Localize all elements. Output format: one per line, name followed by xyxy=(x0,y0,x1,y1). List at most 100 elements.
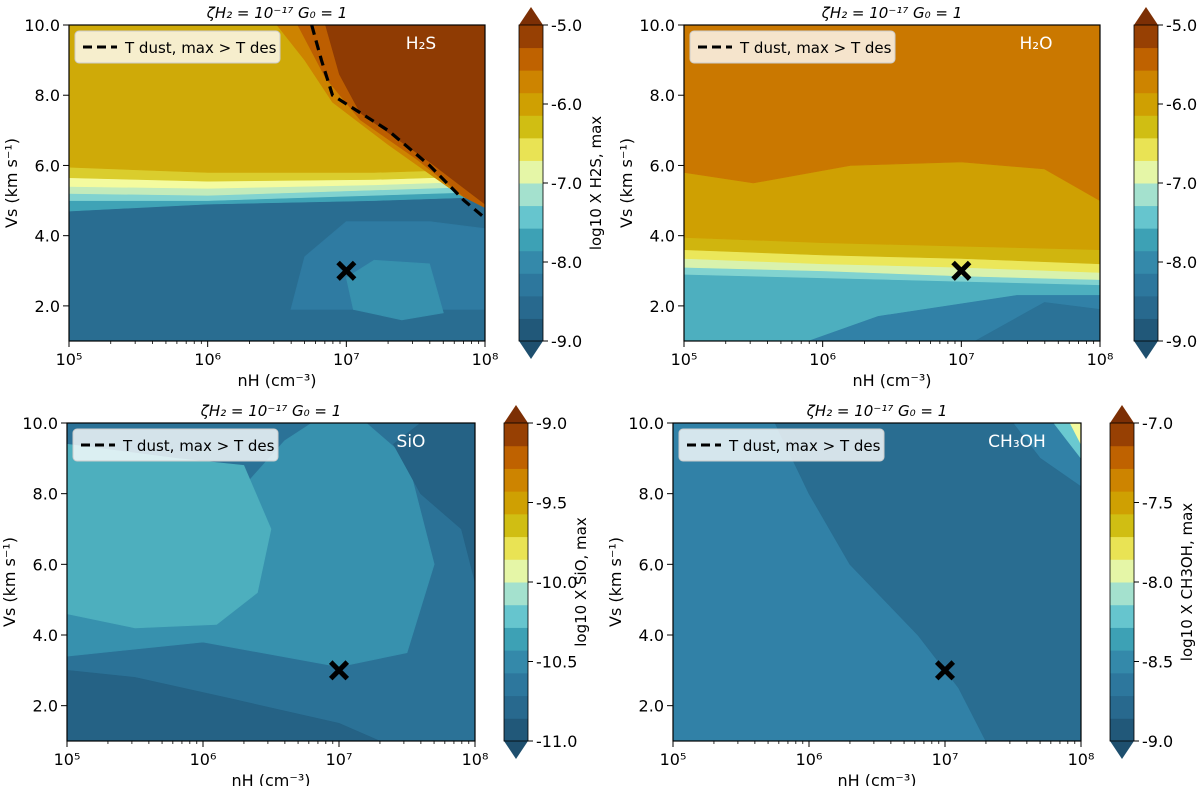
colorbar-tick-label: -9.0 xyxy=(1142,732,1173,751)
colorbar-band xyxy=(519,92,543,116)
y-tick-label: 2.0 xyxy=(639,697,664,716)
colorbar-band xyxy=(1110,559,1134,583)
colorbar-band xyxy=(504,604,528,628)
subplot-2: 10⁵ 10⁶ 10⁷ 10⁸ 2.0 4.0 6.0 8.0 10.0 ζH₂ = 10⁻¹⁷ … xyxy=(617,4,1197,390)
colorbar: -9.0 -8.0 -7.0 -6.0 -5.0 log10 X H2S, max xyxy=(518,7,605,359)
x-tick-label: 10⁸ xyxy=(472,350,499,369)
x-axis-label: nH (cm⁻³) xyxy=(853,371,932,390)
colorbar-band xyxy=(1134,295,1158,319)
legend: T dust, max > T des xyxy=(72,428,279,462)
contour-region-4 xyxy=(1069,423,1081,445)
y-tick-label: 4.0 xyxy=(33,626,58,645)
colorbar-tick-label: -7.0 xyxy=(1142,414,1173,433)
colorbar-band xyxy=(519,137,543,161)
colorbar-tick-label: -9.0 xyxy=(1166,332,1197,351)
colorbar-band xyxy=(1110,627,1134,651)
colorbar-band xyxy=(1110,491,1134,515)
y-tick-label: 10.0 xyxy=(22,414,58,433)
y-tick-label: 6.0 xyxy=(33,555,58,574)
colorbar-band xyxy=(1134,137,1158,161)
x-tick-label: 10⁷ xyxy=(333,350,360,369)
marker-x xyxy=(934,660,956,681)
molecule-label: SiO xyxy=(397,432,426,452)
x-tick-label: 10⁷ xyxy=(932,750,959,769)
subplot-1: 10⁵ 10⁶ 10⁷ 10⁸ 2.0 4.0 6.0 8.0 10.0 ζH₂ = 10⁻¹⁷ … xyxy=(2,4,605,390)
colorbar-band xyxy=(519,25,543,49)
colorbar-extend-bottom xyxy=(1134,341,1158,359)
x-axis-label: nH (cm⁻³) xyxy=(838,771,917,786)
colorbar-band xyxy=(1110,718,1134,742)
colorbar-band xyxy=(504,513,528,538)
colorbar-band xyxy=(1110,672,1134,697)
x-tick-label: 10⁵ xyxy=(660,750,687,769)
chart-title: ζH₂ = 10⁻¹⁷ G₀ = 1 xyxy=(821,4,963,22)
colorbar-band xyxy=(519,250,543,274)
y-tick-label: 8.0 xyxy=(33,485,58,504)
y-axis-label: Vs (km s⁻¹) xyxy=(0,537,19,627)
colorbar-band xyxy=(1134,273,1158,297)
colorbar-band xyxy=(519,160,543,184)
contour-region-12 xyxy=(325,25,485,205)
x-tick-label: 10⁸ xyxy=(1068,750,1095,769)
colorbar-extend-bottom xyxy=(519,341,543,359)
colorbar-band xyxy=(1110,695,1134,719)
y-tick-label: 4.0 xyxy=(35,227,60,246)
y-tick-label: 10.0 xyxy=(628,414,664,433)
colorbar-tick-label: -7.5 xyxy=(1142,494,1173,513)
colorbar-extend-top xyxy=(1110,405,1134,423)
colorbar-band xyxy=(1134,47,1158,71)
colorbar-label: log10 X H2S, max xyxy=(587,116,605,250)
y-tick-label: 6.0 xyxy=(35,156,60,175)
colorbar-band xyxy=(1134,70,1158,94)
legend-box xyxy=(689,30,896,64)
colorbar-tick-label: -5.0 xyxy=(1166,16,1197,35)
colorbar-band xyxy=(519,205,543,229)
y-tick-label: 2.0 xyxy=(33,697,58,716)
legend-box xyxy=(72,428,279,462)
colorbar-tick-label: -10.5 xyxy=(536,653,577,672)
colorbar-band xyxy=(519,273,543,297)
colorbar-tick-label: -9.5 xyxy=(536,494,567,513)
colorbar-tick-label: -8.0 xyxy=(1166,253,1197,272)
colorbar-band xyxy=(1110,604,1134,628)
axes-frame xyxy=(672,422,1082,742)
colorbar-band xyxy=(504,468,528,492)
x-tick-label: 10⁵ xyxy=(56,350,83,369)
colorbar-tick-label: -6.0 xyxy=(1166,95,1197,114)
y-axis-label: Vs (km s⁻¹) xyxy=(606,537,625,627)
marker-x xyxy=(336,260,357,281)
y-tick-label: 2.0 xyxy=(650,297,675,316)
legend-box xyxy=(678,428,885,462)
legend: T dust, max > T des xyxy=(74,30,281,64)
colorbar-tick-label: -8.0 xyxy=(1142,573,1173,592)
chart-title: ζH₂ = 10⁻¹⁷ G₀ = 1 xyxy=(806,402,948,420)
colorbar-tick-label: -9.0 xyxy=(551,332,582,351)
legend-box xyxy=(74,30,281,64)
colorbar-band xyxy=(504,536,528,560)
colorbar-extend-bottom xyxy=(504,741,528,759)
colorbar-band xyxy=(519,295,543,319)
y-tick-label: 6.0 xyxy=(650,156,675,175)
colorbar-tick-label: -5.0 xyxy=(551,16,582,35)
contour-area xyxy=(67,423,475,741)
colorbar-band xyxy=(504,695,528,719)
colorbar-extend-top xyxy=(519,7,543,25)
y-tick-label: 8.0 xyxy=(639,485,664,504)
y-tick-label: 2.0 xyxy=(35,297,60,316)
x-tick-label: 10⁶ xyxy=(796,750,823,769)
colorbar-band xyxy=(504,559,528,583)
colorbar-band xyxy=(1134,205,1158,229)
legend: T dust, max > T des xyxy=(678,428,885,462)
chart-title: ζH₂ = 10⁻¹⁷ G₀ = 1 xyxy=(200,402,342,420)
colorbar-tick-label: -9.0 xyxy=(536,414,567,433)
x-tick-label: 10⁵ xyxy=(54,750,81,769)
colorbar: -11.0 -10.5 -10.0 -9.5 -9.0 log10 X SiO, max xyxy=(503,405,590,759)
y-tick-label: 8.0 xyxy=(650,86,675,105)
colorbar-band xyxy=(504,672,528,697)
contour-region-3 xyxy=(1053,423,1081,459)
contour-area xyxy=(69,25,485,341)
colorbar-band xyxy=(519,318,543,342)
colorbar-band xyxy=(504,650,528,674)
colorbar-band xyxy=(1110,468,1134,492)
contour-region-4 xyxy=(67,669,380,741)
